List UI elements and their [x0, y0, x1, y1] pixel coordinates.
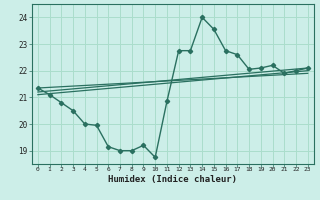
X-axis label: Humidex (Indice chaleur): Humidex (Indice chaleur) [108, 175, 237, 184]
